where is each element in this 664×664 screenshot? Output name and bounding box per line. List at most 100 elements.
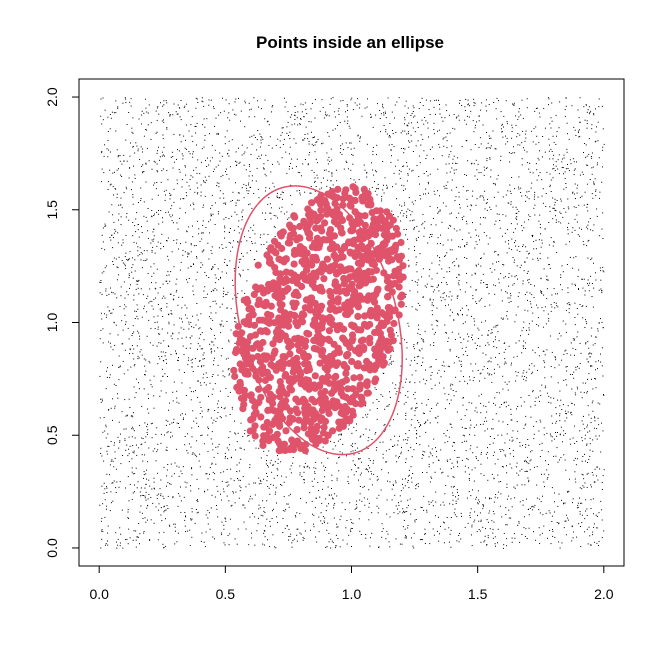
- point-outside: [530, 459, 532, 461]
- point-outside: [130, 98, 132, 100]
- point-outside: [358, 458, 360, 460]
- point-outside: [501, 124, 503, 126]
- point-outside: [549, 158, 551, 160]
- point-outside: [403, 519, 405, 521]
- point-outside: [582, 382, 584, 384]
- point-outside: [584, 119, 586, 121]
- point-outside: [492, 528, 494, 530]
- point-outside: [603, 469, 605, 471]
- point-outside: [588, 106, 590, 108]
- point-outside: [454, 514, 456, 516]
- point-outside: [157, 449, 159, 451]
- point-outside: [294, 112, 296, 113]
- point-outside: [474, 175, 476, 177]
- point-outside: [574, 425, 575, 427]
- point-outside: [331, 159, 333, 161]
- point-outside: [416, 121, 418, 123]
- point-outside: [170, 463, 172, 465]
- point-outside: [438, 516, 439, 518]
- point-outside: [221, 271, 223, 273]
- point-outside: [475, 301, 477, 303]
- point-outside: [350, 451, 352, 453]
- point-outside: [281, 127, 283, 129]
- point-outside: [341, 433, 342, 435]
- point-outside: [180, 141, 182, 143]
- point-outside: [186, 103, 188, 105]
- point-outside: [403, 213, 405, 215]
- point-outside: [503, 450, 505, 452]
- point-outside: [590, 422, 592, 424]
- point-outside: [142, 460, 144, 462]
- point-outside: [195, 417, 197, 419]
- point-outside: [471, 402, 473, 404]
- point-outside: [504, 361, 506, 363]
- point-outside: [148, 398, 149, 399]
- point-outside: [226, 264, 228, 266]
- point-outside: [535, 239, 537, 241]
- point-outside: [146, 129, 148, 131]
- point-outside: [436, 243, 438, 245]
- point-outside: [506, 524, 508, 526]
- point-outside: [183, 198, 185, 200]
- point-outside: [350, 142, 352, 144]
- point-outside: [587, 462, 588, 463]
- point-outside: [270, 218, 272, 220]
- point-outside: [509, 184, 511, 186]
- point-outside: [583, 152, 584, 153]
- point-outside: [483, 405, 485, 407]
- point-outside: [495, 220, 497, 222]
- point-outside: [412, 127, 414, 129]
- point-outside: [579, 342, 581, 344]
- point-outside: [568, 303, 570, 305]
- point-outside: [449, 348, 451, 350]
- point-outside: [174, 543, 176, 545]
- point-outside: [439, 382, 440, 384]
- point-outside: [283, 496, 285, 498]
- point-outside: [276, 516, 278, 518]
- point-outside: [200, 407, 202, 408]
- point-outside: [205, 531, 207, 533]
- point-outside: [562, 404, 564, 406]
- point-outside: [100, 280, 102, 281]
- point-outside: [102, 97, 104, 99]
- point-outside: [191, 453, 193, 455]
- point-outside: [537, 347, 539, 348]
- point-outside: [226, 469, 228, 470]
- point-outside: [119, 204, 121, 206]
- point-outside: [332, 542, 334, 544]
- point-outside: [427, 175, 429, 177]
- point-outside: [317, 177, 319, 179]
- point-outside: [109, 310, 111, 312]
- point-outside: [144, 454, 146, 456]
- point-outside: [507, 202, 509, 204]
- point-outside: [413, 348, 415, 350]
- point-outside: [559, 420, 561, 422]
- point-outside: [413, 203, 415, 205]
- point-outside: [585, 460, 586, 462]
- point-outside: [579, 97, 581, 99]
- point-outside: [181, 413, 183, 415]
- point-outside: [576, 441, 578, 442]
- point-outside: [597, 368, 598, 370]
- point-outside: [417, 332, 419, 334]
- point-outside: [520, 397, 522, 398]
- point-outside: [533, 198, 535, 200]
- point-outside: [249, 170, 251, 172]
- point-outside: [594, 141, 596, 143]
- point-outside: [395, 538, 397, 540]
- point-outside: [457, 282, 459, 284]
- point-outside: [99, 417, 101, 419]
- point-outside: [184, 512, 186, 513]
- point-outside: [569, 241, 571, 243]
- point-outside: [581, 420, 583, 422]
- point-outside: [421, 348, 423, 350]
- point-outside: [117, 106, 119, 108]
- point-outside: [244, 292, 246, 294]
- point-outside: [443, 277, 445, 278]
- point-outside: [273, 508, 274, 510]
- point-outside: [501, 466, 503, 468]
- point-outside: [217, 268, 219, 270]
- point-outside: [593, 523, 595, 525]
- point-outside: [513, 104, 515, 106]
- point-outside: [527, 456, 529, 458]
